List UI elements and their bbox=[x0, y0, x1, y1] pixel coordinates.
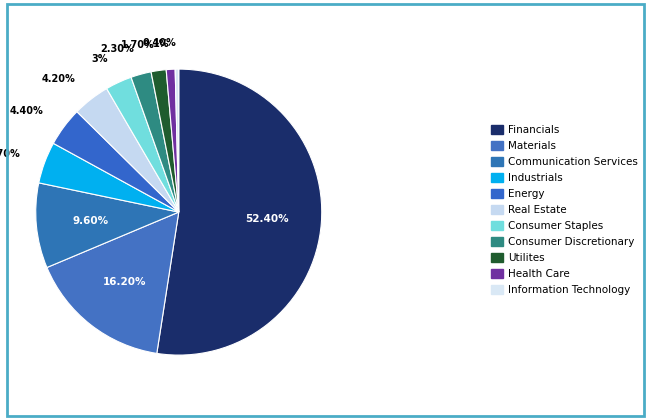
Wedge shape bbox=[36, 183, 179, 268]
Wedge shape bbox=[151, 70, 179, 212]
Legend: Financials, Materials, Communication Services, Industrials, Energy, Real Estate,: Financials, Materials, Communication Ser… bbox=[491, 125, 638, 295]
Wedge shape bbox=[77, 89, 179, 212]
Wedge shape bbox=[47, 212, 179, 353]
Wedge shape bbox=[107, 77, 179, 212]
Text: 0.40%: 0.40% bbox=[143, 38, 177, 48]
Text: 1%: 1% bbox=[153, 39, 169, 49]
Wedge shape bbox=[39, 143, 179, 212]
Wedge shape bbox=[53, 112, 179, 212]
Text: 4.70%: 4.70% bbox=[0, 149, 20, 159]
Text: 4.40%: 4.40% bbox=[10, 106, 44, 116]
Text: 2.30%: 2.30% bbox=[101, 45, 134, 54]
Wedge shape bbox=[166, 69, 179, 212]
Wedge shape bbox=[157, 69, 322, 355]
Text: 9.60%: 9.60% bbox=[72, 215, 109, 226]
Text: 52.40%: 52.40% bbox=[245, 214, 289, 224]
Text: 16.20%: 16.20% bbox=[103, 277, 146, 287]
Text: 4.20%: 4.20% bbox=[42, 74, 75, 84]
Text: 1.70%: 1.70% bbox=[121, 40, 155, 50]
Text: 3%: 3% bbox=[91, 54, 108, 64]
Wedge shape bbox=[131, 72, 179, 212]
Wedge shape bbox=[175, 69, 179, 212]
